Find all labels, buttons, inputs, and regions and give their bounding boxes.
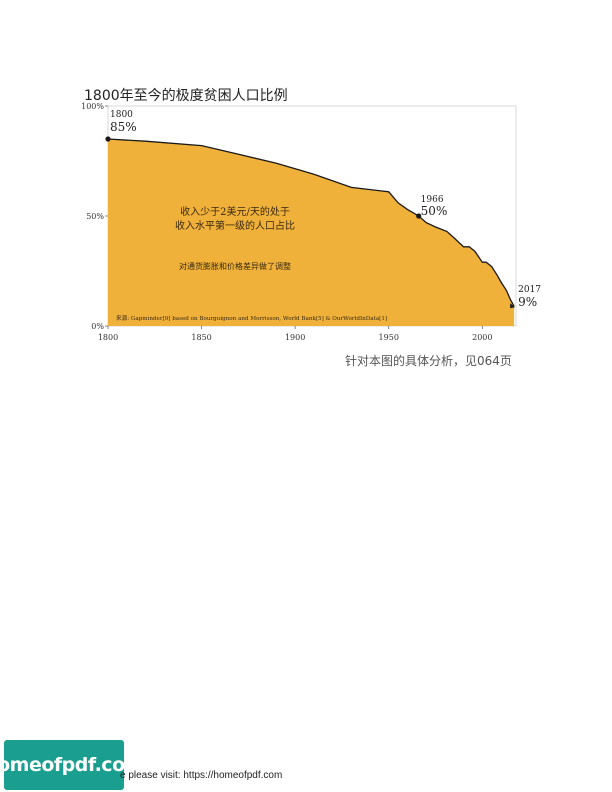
y-tick-label: 100% xyxy=(81,102,104,111)
x-tick-label: 1900 xyxy=(285,333,305,342)
area-layer xyxy=(107,138,515,326)
x-tick-label: 1800 xyxy=(98,333,118,342)
annotation-year: 1800 xyxy=(110,110,133,120)
inner-text-line1: 收入少于2美元/天的处于 xyxy=(180,205,290,218)
annotation-year: 2017 xyxy=(518,285,541,295)
inner-text-line2: 收入水平第一级的人口占比 xyxy=(175,219,295,232)
y-tick-label: 50% xyxy=(86,212,104,221)
footer-visit-text[interactable]: e please visit: https://homeofpdf.com xyxy=(120,770,283,781)
chart-title: 1800年至今的极度贫困人口比例 xyxy=(84,88,288,104)
axis-layer: 1800 1850 1900 1950 2000 0% 50% 100% xyxy=(81,102,492,342)
homeofpdf-badge[interactable]: homeofpdf.com xyxy=(0,740,144,790)
annotation-year: 1966 xyxy=(421,195,444,205)
annotation-point xyxy=(416,213,422,219)
source-note: 来源: Gapminder[9] based on Bourguignon an… xyxy=(116,314,387,322)
x-tick-label: 2000 xyxy=(472,333,492,342)
annotation-point xyxy=(105,136,111,142)
inner-note: 对通货膨胀和价格差异做了调整 xyxy=(179,261,291,271)
annotation-value: 9% xyxy=(518,295,537,309)
x-tick-label: 1850 xyxy=(191,333,211,342)
x-tick-label: 1950 xyxy=(379,333,399,342)
poverty-area xyxy=(108,139,515,326)
annotation-value: 50% xyxy=(421,204,448,218)
annotation-value: 85% xyxy=(110,120,137,134)
poverty-line xyxy=(107,138,515,307)
y-tick-label: 0% xyxy=(91,322,104,331)
figure-caption: 针对本图的具体分析，见064页 xyxy=(345,354,512,368)
annotation-arrow xyxy=(510,303,516,309)
